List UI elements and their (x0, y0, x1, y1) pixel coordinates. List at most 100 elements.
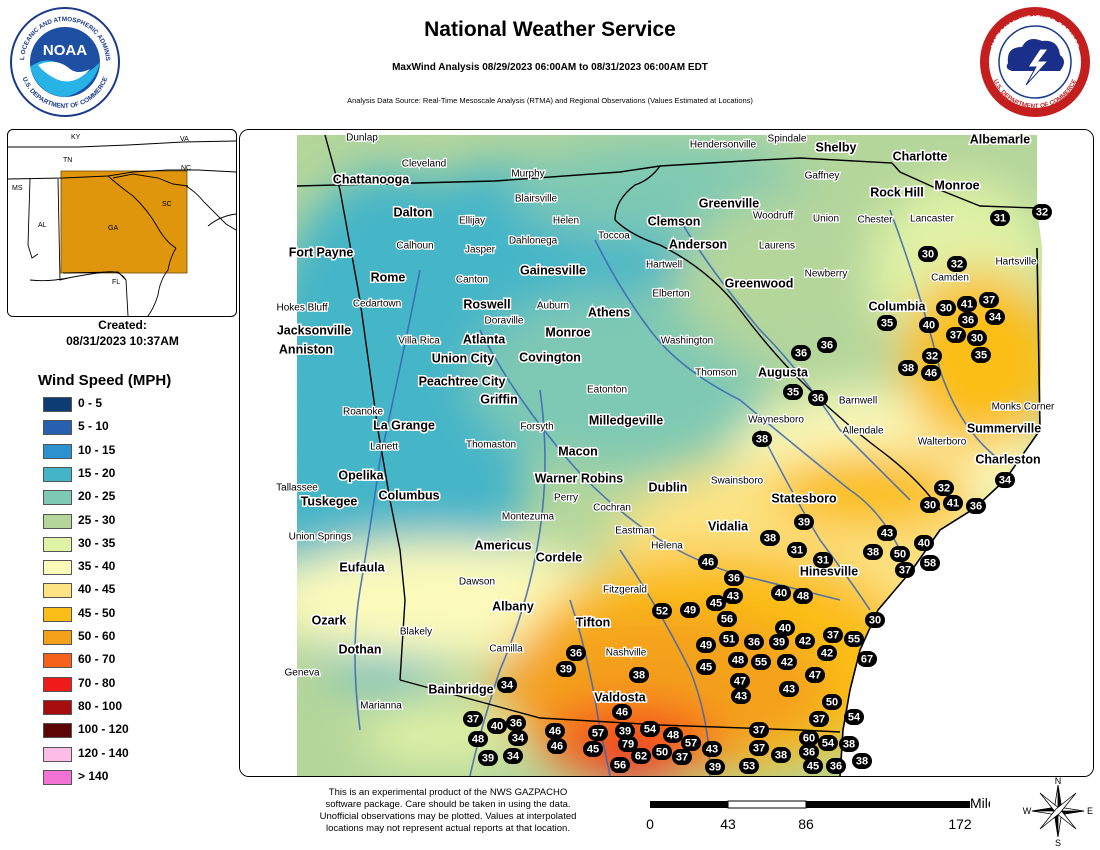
svg-text:W: W (1023, 806, 1032, 816)
city-label: Fitzgerald (603, 585, 647, 596)
observation-value: 48 (667, 729, 679, 741)
observation-marker: 52 (652, 603, 672, 619)
observation-value: 48 (797, 590, 809, 602)
observation-value: 50 (894, 548, 906, 560)
observation-marker: 34 (497, 677, 517, 693)
observation-value: 37 (676, 751, 688, 763)
observation-marker: 55 (844, 631, 864, 647)
observation-value: 47 (734, 675, 746, 687)
observation-marker: 41 (943, 495, 963, 511)
observation-value: 42 (799, 635, 811, 647)
observation-marker: 37 (979, 292, 999, 308)
data-source-note: Analysis Data Source: Real-Time Mesoscal… (347, 96, 753, 105)
city-label: Allendale (842, 426, 884, 437)
legend-label: 70 - 80 (78, 675, 116, 690)
city-label: Summerville (967, 421, 1041, 435)
city-label: Dawson (459, 577, 495, 588)
legend-swatch (43, 490, 72, 506)
observation-value: 54 (822, 737, 835, 749)
city-label: Washington (661, 336, 713, 347)
observation-marker: 40 (914, 535, 934, 551)
city-label: Tuskegee (301, 494, 358, 508)
observation-marker: 43 (779, 681, 799, 697)
observation-marker: 39 (769, 634, 789, 650)
observation-value: 41 (947, 497, 959, 509)
legend-swatch (43, 397, 72, 412)
observation-marker: 50 (890, 546, 910, 562)
observation-value: 31 (817, 554, 829, 566)
city-label: Monroe (545, 325, 590, 339)
observation-value: 40 (923, 319, 935, 331)
observation-marker: 32 (922, 348, 942, 364)
observation-value: 39 (560, 663, 572, 675)
observation-value: 43 (881, 527, 893, 539)
observation-value: 37 (753, 742, 765, 754)
observation-value: 60 (803, 732, 815, 744)
inset-state-label: GA (108, 225, 118, 232)
inset-state-label: TN (63, 157, 72, 164)
observation-value: 46 (702, 556, 714, 568)
city-label: Dothan (338, 642, 381, 656)
observation-marker: 45 (803, 758, 823, 774)
observation-value: 36 (795, 347, 807, 359)
svg-text:S: S (1055, 838, 1061, 847)
city-label: Tallassee (276, 483, 318, 494)
observation-value: 48 (732, 654, 744, 666)
city-label: Athens (588, 305, 630, 319)
city-label: Clemson (648, 214, 701, 228)
city-label: Union Springs (289, 532, 352, 543)
observation-marker: 38 (852, 753, 872, 769)
legend-swatch (43, 699, 72, 715)
observation-value: 40 (775, 587, 787, 599)
observation-marker: 32 (1032, 204, 1052, 220)
city-label: Cedartown (353, 299, 401, 310)
observation-value: 38 (764, 532, 776, 544)
observation-value: 41 (961, 298, 973, 310)
observation-marker: 35 (971, 347, 991, 363)
observation-marker: 47 (805, 667, 825, 683)
city-label: Chester (857, 215, 893, 226)
observation-marker: 36 (817, 337, 837, 353)
observation-marker: 50 (822, 694, 842, 710)
observation-marker: 46 (547, 738, 567, 754)
disclaimer-line: Unofficial observations may be plotted. … (319, 811, 577, 822)
legend-swatch (43, 769, 72, 785)
observation-marker: 43 (731, 688, 751, 704)
city-label: Griffin (480, 392, 518, 406)
observation-value: 30 (869, 614, 881, 626)
observation-value: 34 (989, 311, 1002, 323)
observation-marker: 54 (844, 709, 864, 725)
legend-swatch (43, 630, 72, 645)
observation-value: 46 (549, 725, 561, 737)
observation-marker: 40 (775, 620, 795, 636)
observation-marker: 54 (640, 721, 660, 737)
observation-marker: 46 (612, 704, 632, 720)
observation-marker: 31 (787, 542, 807, 558)
city-label: Eastman (615, 526, 654, 537)
legend-swatch (43, 746, 72, 762)
city-labels: Dunlap Hendersonville Spindale Shelby Albema… (275, 131, 1057, 713)
city-label: Laurens (759, 241, 795, 252)
observation-value: 31 (994, 212, 1006, 224)
city-label: Cochran (593, 503, 631, 514)
city-label: Dunlap (346, 133, 378, 144)
observation-value: 43 (735, 690, 747, 702)
created-date: 08/31/2023 10:37AM (66, 334, 179, 348)
legend-label: 0 - 5 (78, 396, 103, 410)
city-label: Shelby (816, 140, 857, 154)
svg-text:E: E (1087, 806, 1093, 816)
observation-marker: 37 (749, 740, 769, 756)
observation-value: 45 (710, 597, 722, 609)
observation-value: 38 (633, 669, 645, 681)
observation-marker: 35 (877, 315, 897, 331)
inset-state-label: MS (12, 185, 23, 192)
observation-value: 54 (848, 711, 861, 723)
observation-value: 38 (902, 362, 914, 374)
city-label: Covington (519, 350, 581, 364)
observation-value: 62 (635, 750, 647, 762)
city-label: Hartwell (646, 260, 682, 271)
city-label: Calhoun (396, 241, 433, 252)
city-label: Monks Corner (992, 402, 1055, 413)
analysis-subtitle: MaxWind Analysis 08/29/2023 06:00AM to 0… (392, 62, 708, 73)
observation-marker: 39 (794, 514, 814, 530)
